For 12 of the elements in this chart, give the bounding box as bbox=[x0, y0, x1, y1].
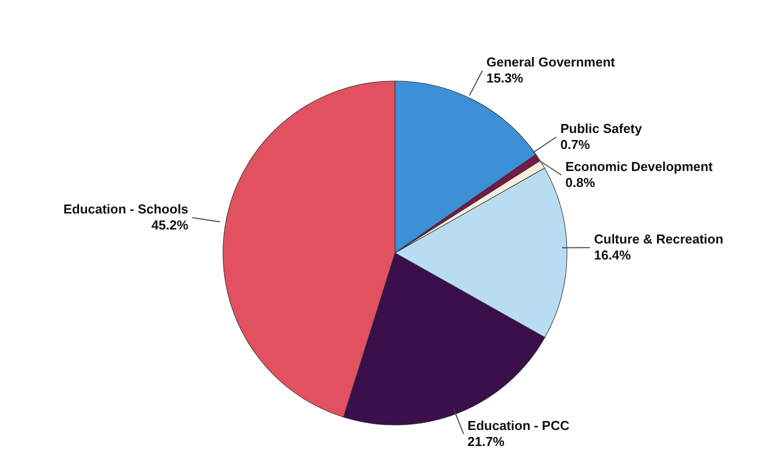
data-label: 0.7% bbox=[560, 136, 590, 152]
data-label: 15.3% bbox=[486, 70, 524, 86]
slice-label: Economic Development bbox=[565, 158, 714, 174]
slice-label: Education - Schools bbox=[63, 202, 188, 217]
slice-label: Culture & Recreation bbox=[594, 232, 724, 247]
slice-label: Public Safety bbox=[560, 120, 643, 136]
data-label: 45.2% bbox=[151, 218, 189, 233]
data-label: 16.4% bbox=[594, 248, 632, 263]
data-label: 0.8% bbox=[565, 174, 596, 190]
data-label: 21.7% bbox=[468, 434, 505, 449]
slice-label: Education - PCC bbox=[468, 418, 570, 433]
slice-label: General Government bbox=[486, 54, 616, 70]
